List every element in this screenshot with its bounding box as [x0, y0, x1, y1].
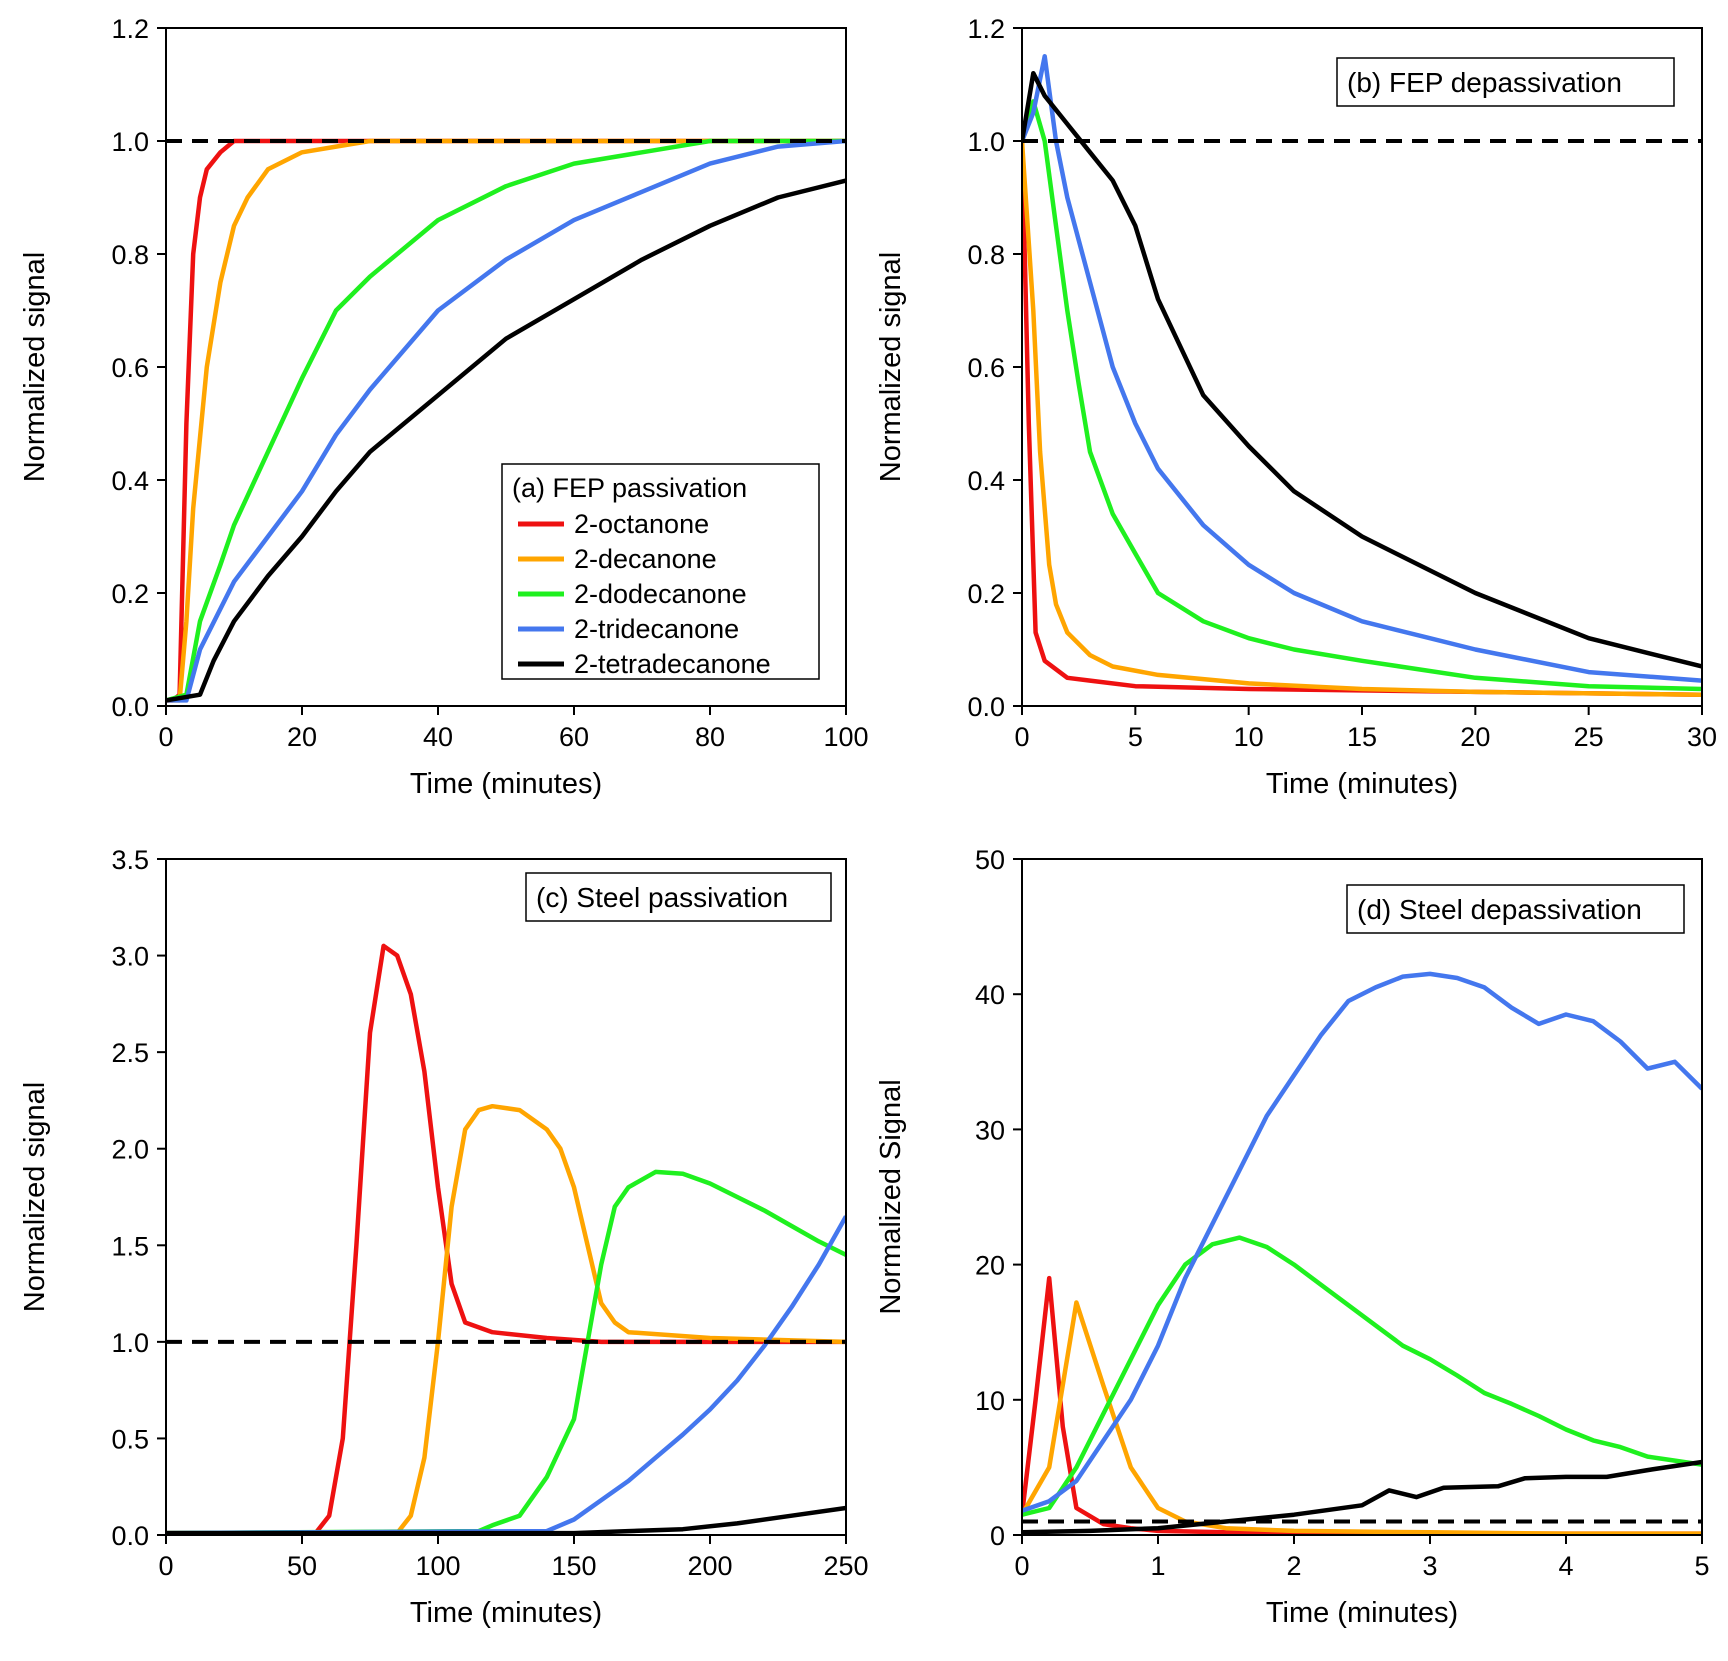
plot-frame — [1021, 27, 1703, 707]
y-tick-label: 0.0 — [111, 692, 149, 722]
series-line-2-tridecanone — [166, 138, 846, 703]
panel-title: (b) FEP depassivation — [1347, 67, 1622, 98]
x-axis-title: Time (minutes) — [1266, 768, 1458, 800]
series-line-2-octanone — [166, 943, 846, 1535]
series-line-2-tridecanone — [1022, 971, 1702, 1513]
series-line-2-octanone — [1022, 140, 1702, 697]
legend-label-2-octanone: 2-octanone — [574, 509, 709, 539]
series-line-2-dodecanone — [166, 138, 846, 703]
y-tick-label: 0.4 — [967, 466, 1005, 496]
x-tick-label: 100 — [823, 722, 868, 752]
plot-frame — [1021, 858, 1703, 1536]
y-tick-label: 0.0 — [967, 692, 1005, 722]
series-line-2-tetradecanone — [166, 1505, 846, 1535]
y-tick-label: 1.0 — [111, 1328, 149, 1358]
series-line-2-tridecanone — [1022, 54, 1702, 683]
x-tick-label: 4 — [1558, 1551, 1573, 1581]
panel-c: 0 50 100 150 200 250 0.0 0.5 1.0 1.5 2.0 2.5 3.0 3.5 T… — [19, 845, 869, 1629]
x-tick-label: 25 — [1574, 722, 1604, 752]
legend-label-2-tridecanone: 2-tridecanone — [574, 614, 739, 644]
x-tick-label: 1 — [1150, 1551, 1165, 1581]
y-tick-label: 0.5 — [111, 1424, 149, 1454]
series-line-2-tetradecanone — [1022, 1459, 1702, 1535]
x-tick-label: 5 — [1128, 722, 1143, 752]
y-tick-label: 10 — [975, 1386, 1005, 1416]
x-tick-label: 100 — [415, 1551, 460, 1581]
x-tick-label: 3 — [1422, 1551, 1437, 1581]
x-axis-title: Time (minutes) — [410, 1597, 602, 1629]
panel-title-box — [525, 872, 832, 922]
y-tick-label: 40 — [975, 980, 1005, 1010]
y-tick-label: 1.2 — [967, 14, 1005, 44]
y-tick-label: 2.0 — [111, 1135, 149, 1165]
x-tick-label: 150 — [551, 1551, 596, 1581]
x-tick-label: 5 — [1694, 1551, 1709, 1581]
legend-box — [501, 463, 820, 680]
y-tick-label: 0.2 — [111, 579, 149, 609]
series-line-2-decanone — [1022, 1300, 1702, 1535]
x-tick-label: 2 — [1286, 1551, 1301, 1581]
x-tick-label: 250 — [823, 1551, 868, 1581]
y-tick-label: 0.2 — [967, 579, 1005, 609]
series-line-2-tridecanone — [166, 1215, 846, 1535]
x-tick-label: 20 — [287, 722, 317, 752]
y-tick-label: 1.0 — [967, 127, 1005, 157]
y-tick-label: 2.5 — [111, 1038, 149, 1068]
x-tick-label: 20 — [1460, 722, 1490, 752]
x-tick-label: 0 — [158, 1551, 173, 1581]
x-tick-label: 0 — [1014, 722, 1029, 752]
panel-a: 0 20 40 60 80 100 0.0 0.2 0.4 0.6 0.8 1.0 1.2 Time (m… — [19, 14, 869, 800]
panel-b: 0 5 10 15 20 25 30 0.0 0.2 0.4 0.6 0.8 1.0 1.2 Time (m… — [875, 14, 1717, 800]
panel-title: (d) Steel depassivation — [1357, 894, 1642, 925]
series-line-2-decanone — [1022, 140, 1702, 697]
x-tick-label: 15 — [1347, 722, 1377, 752]
y-tick-label: 0.8 — [111, 240, 149, 270]
x-tick-label: 200 — [687, 1551, 732, 1581]
x-tick-label: 10 — [1234, 722, 1264, 752]
series-line-2-decanone — [166, 1103, 846, 1535]
panel-title: (c) Steel passivation — [536, 882, 788, 913]
series-line-2-tetradecanone — [166, 178, 846, 703]
x-tick-label: 30 — [1687, 722, 1717, 752]
series-line-2-dodecanone — [1022, 99, 1702, 692]
legend-label-2-decanone: 2-decanone — [574, 544, 717, 574]
x-axis-title: Time (minutes) — [1266, 1597, 1458, 1629]
series-line-2-dodecanone — [166, 1169, 846, 1535]
x-axis-title: Time (minutes) — [410, 768, 602, 800]
y-tick-label: 0.0 — [111, 1521, 149, 1551]
legend-title: (a) FEP passivation — [512, 473, 747, 503]
series-line-2-dodecanone — [1022, 1235, 1702, 1517]
y-tick-label: 1.0 — [111, 127, 149, 157]
y-axis-title: Normalized signal — [875, 252, 907, 483]
legend-label-2-dodecanone: 2-dodecanone — [574, 579, 747, 609]
y-tick-label: 1.5 — [111, 1231, 149, 1261]
y-axis-title: Normalized signal — [19, 1082, 51, 1313]
y-tick-label: 0.6 — [967, 353, 1005, 383]
panel-title-box — [1346, 884, 1685, 934]
y-tick-label: 3.5 — [111, 845, 149, 875]
y-axis-title: Normalized Signal — [875, 1079, 907, 1314]
y-tick-label: 0.8 — [967, 240, 1005, 270]
series-line-2-tetradecanone — [1022, 70, 1702, 669]
y-tick-label: 1.2 — [111, 14, 149, 44]
x-tick-label: 80 — [695, 722, 725, 752]
x-tick-label: 60 — [559, 722, 589, 752]
y-tick-label: 30 — [975, 1115, 1005, 1145]
x-tick-label: 0 — [158, 722, 173, 752]
x-tick-label: 40 — [423, 722, 453, 752]
y-axis-title: Normalized signal — [19, 252, 51, 483]
panel-title-box — [1336, 57, 1675, 107]
x-tick-label: 50 — [287, 1551, 317, 1581]
y-tick-label: 0 — [990, 1521, 1005, 1551]
plot-frame — [165, 858, 847, 1536]
legend-label-2-tetradecanone: 2-tetradecanone — [574, 649, 771, 679]
y-tick-label: 0.6 — [111, 353, 149, 383]
y-tick-label: 0.4 — [111, 466, 149, 496]
y-tick-label: 3.0 — [111, 942, 149, 972]
y-tick-label: 50 — [975, 845, 1005, 875]
x-tick-label: 0 — [1014, 1551, 1029, 1581]
y-tick-label: 20 — [975, 1251, 1005, 1281]
